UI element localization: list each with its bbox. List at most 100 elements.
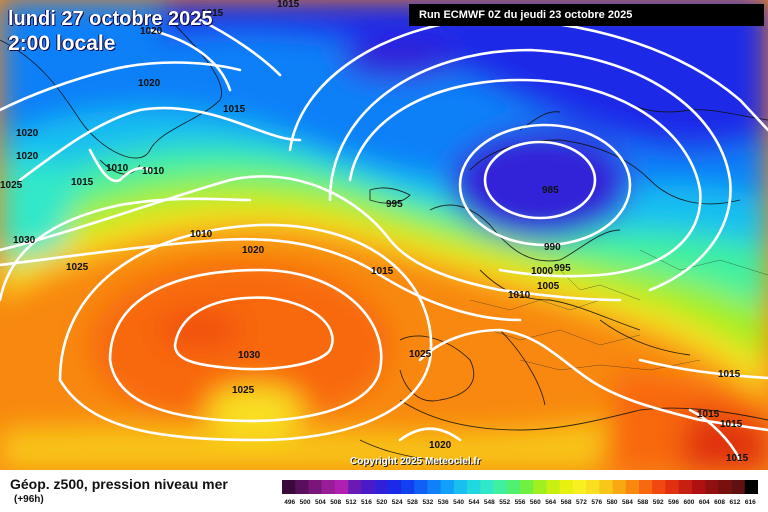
- scale-swatch: [586, 480, 600, 494]
- scale-swatch: [387, 480, 402, 494]
- scale-label: 504: [315, 499, 326, 506]
- scale-swatch: [520, 480, 534, 494]
- isobar-label: 1030: [13, 235, 36, 246]
- scale-label: 540: [453, 499, 464, 506]
- scale-swatch: [639, 480, 653, 494]
- scale-label: 508: [330, 499, 341, 506]
- scale-swatch: [559, 480, 574, 494]
- isobar-label: 1015: [201, 8, 224, 19]
- scale-label: 520: [376, 499, 387, 506]
- scale-label: 584: [622, 499, 633, 506]
- scale-swatch: [546, 480, 560, 494]
- scale-swatch: [612, 480, 627, 494]
- isobar-label: 1015: [371, 266, 394, 277]
- scale-swatch: [665, 480, 679, 494]
- scale-swatch: [427, 480, 441, 494]
- z500-mslp-map: 1015 1015 1020 1020 1015 1020 1020 1010 …: [0, 0, 768, 470]
- scale-label: 572: [576, 499, 587, 506]
- scale-label: 524: [392, 499, 403, 506]
- isobar-label: 1015: [697, 409, 720, 420]
- isobar-label: 1000: [531, 266, 554, 277]
- isobar-label: 1025: [66, 262, 89, 273]
- isobar-label: 1010: [190, 229, 213, 240]
- isobar-label: 990: [544, 242, 561, 253]
- scale-swatch: [572, 480, 587, 494]
- scale-label: 556: [515, 499, 526, 506]
- forecast-lead: (+96h): [14, 494, 44, 505]
- scale-swatch: [374, 480, 389, 494]
- isobar-label: 1010: [106, 163, 129, 174]
- isobar-label: 1020: [16, 151, 39, 162]
- copyright: Copyright 2025 Meteociel.fr: [350, 456, 481, 467]
- scale-label: 588: [637, 499, 648, 506]
- scale-swatch: [705, 480, 719, 494]
- scale-label: 592: [653, 499, 664, 506]
- scale-label: 568: [561, 499, 572, 506]
- isobar-label: 995: [554, 263, 571, 274]
- scale-swatch: [480, 480, 494, 494]
- isobars: [0, 18, 768, 462]
- scale-swatch: [282, 480, 296, 494]
- isobar-label: 1020: [140, 26, 163, 37]
- isobar-label: 1015: [720, 419, 743, 430]
- isobar-label: 1025: [0, 180, 23, 191]
- legend-title: Géop. z500, pression niveau mer: [10, 476, 228, 492]
- isobar-labels: 1015 1015 1020 1020 1015 1020 1020 1010 …: [0, 0, 749, 464]
- forecast-date: lundi 27 octobre 2025: [8, 8, 213, 30]
- scale-label: 608: [714, 499, 725, 506]
- scale-swatch: [493, 480, 508, 494]
- scale-swatch: [691, 480, 706, 494]
- scale-label: 496: [284, 499, 295, 506]
- isobar-label: 1030: [238, 350, 261, 361]
- isobar-label: 1010: [142, 166, 165, 177]
- scale-label: 544: [469, 499, 480, 506]
- scale-swatch: [599, 480, 613, 494]
- isobar-label: 1015: [277, 0, 300, 10]
- isobar-label: 1015: [223, 104, 246, 115]
- scale-label: 612: [730, 499, 741, 506]
- scale-swatch: [731, 480, 746, 494]
- scale-label: 600: [683, 499, 694, 506]
- scale-label: 512: [346, 499, 357, 506]
- scale-swatch: [321, 480, 336, 494]
- scale-label: 596: [668, 499, 679, 506]
- isobar-label: 1015: [71, 177, 94, 188]
- scale-swatch: [348, 480, 362, 494]
- run-info: Run ECMWF 0Z du jeudi 23 octobre 2025: [409, 4, 764, 26]
- isobar-label: 1020: [242, 245, 265, 256]
- isobar-label: 1025: [409, 349, 432, 360]
- scale-swatch: [361, 480, 375, 494]
- isobar-label: 1005: [537, 281, 560, 292]
- legend-bar: Géop. z500, pression niveau mer (+96h) 4…: [0, 470, 768, 512]
- isobar-label: 1015: [718, 369, 741, 380]
- scale-label: 528: [407, 499, 418, 506]
- scale-swatch: [440, 480, 455, 494]
- scale-swatch: [401, 480, 415, 494]
- scale-label: 548: [484, 499, 495, 506]
- scale-label: 580: [607, 499, 618, 506]
- scale-label: 532: [422, 499, 433, 506]
- scale-label: 536: [438, 499, 449, 506]
- isobar-label: 1015: [726, 453, 749, 464]
- isobar-label: 1020: [16, 128, 39, 139]
- scale-label: 560: [530, 499, 541, 506]
- scale-label: 564: [545, 499, 556, 506]
- scale-label: 604: [699, 499, 710, 506]
- isobar-label: 1020: [429, 440, 452, 451]
- scale-label: 516: [361, 499, 372, 506]
- scale-swatch: [308, 480, 322, 494]
- scale-swatch: [625, 480, 640, 494]
- scale-swatch: [295, 480, 309, 494]
- scale-swatch: [414, 480, 428, 494]
- isobar-label: 1010: [508, 290, 531, 301]
- coastlines: [0, 19, 768, 461]
- isobar-label: 985: [542, 185, 559, 196]
- scale-swatch: [453, 480, 468, 494]
- scale-label: 576: [591, 499, 602, 506]
- forecast-time: 2:00 locale: [8, 32, 116, 55]
- scale-swatch: [467, 480, 481, 494]
- scale-swatch: [652, 480, 666, 494]
- isobar-label: 1020: [138, 78, 161, 89]
- scale-label: 552: [499, 499, 510, 506]
